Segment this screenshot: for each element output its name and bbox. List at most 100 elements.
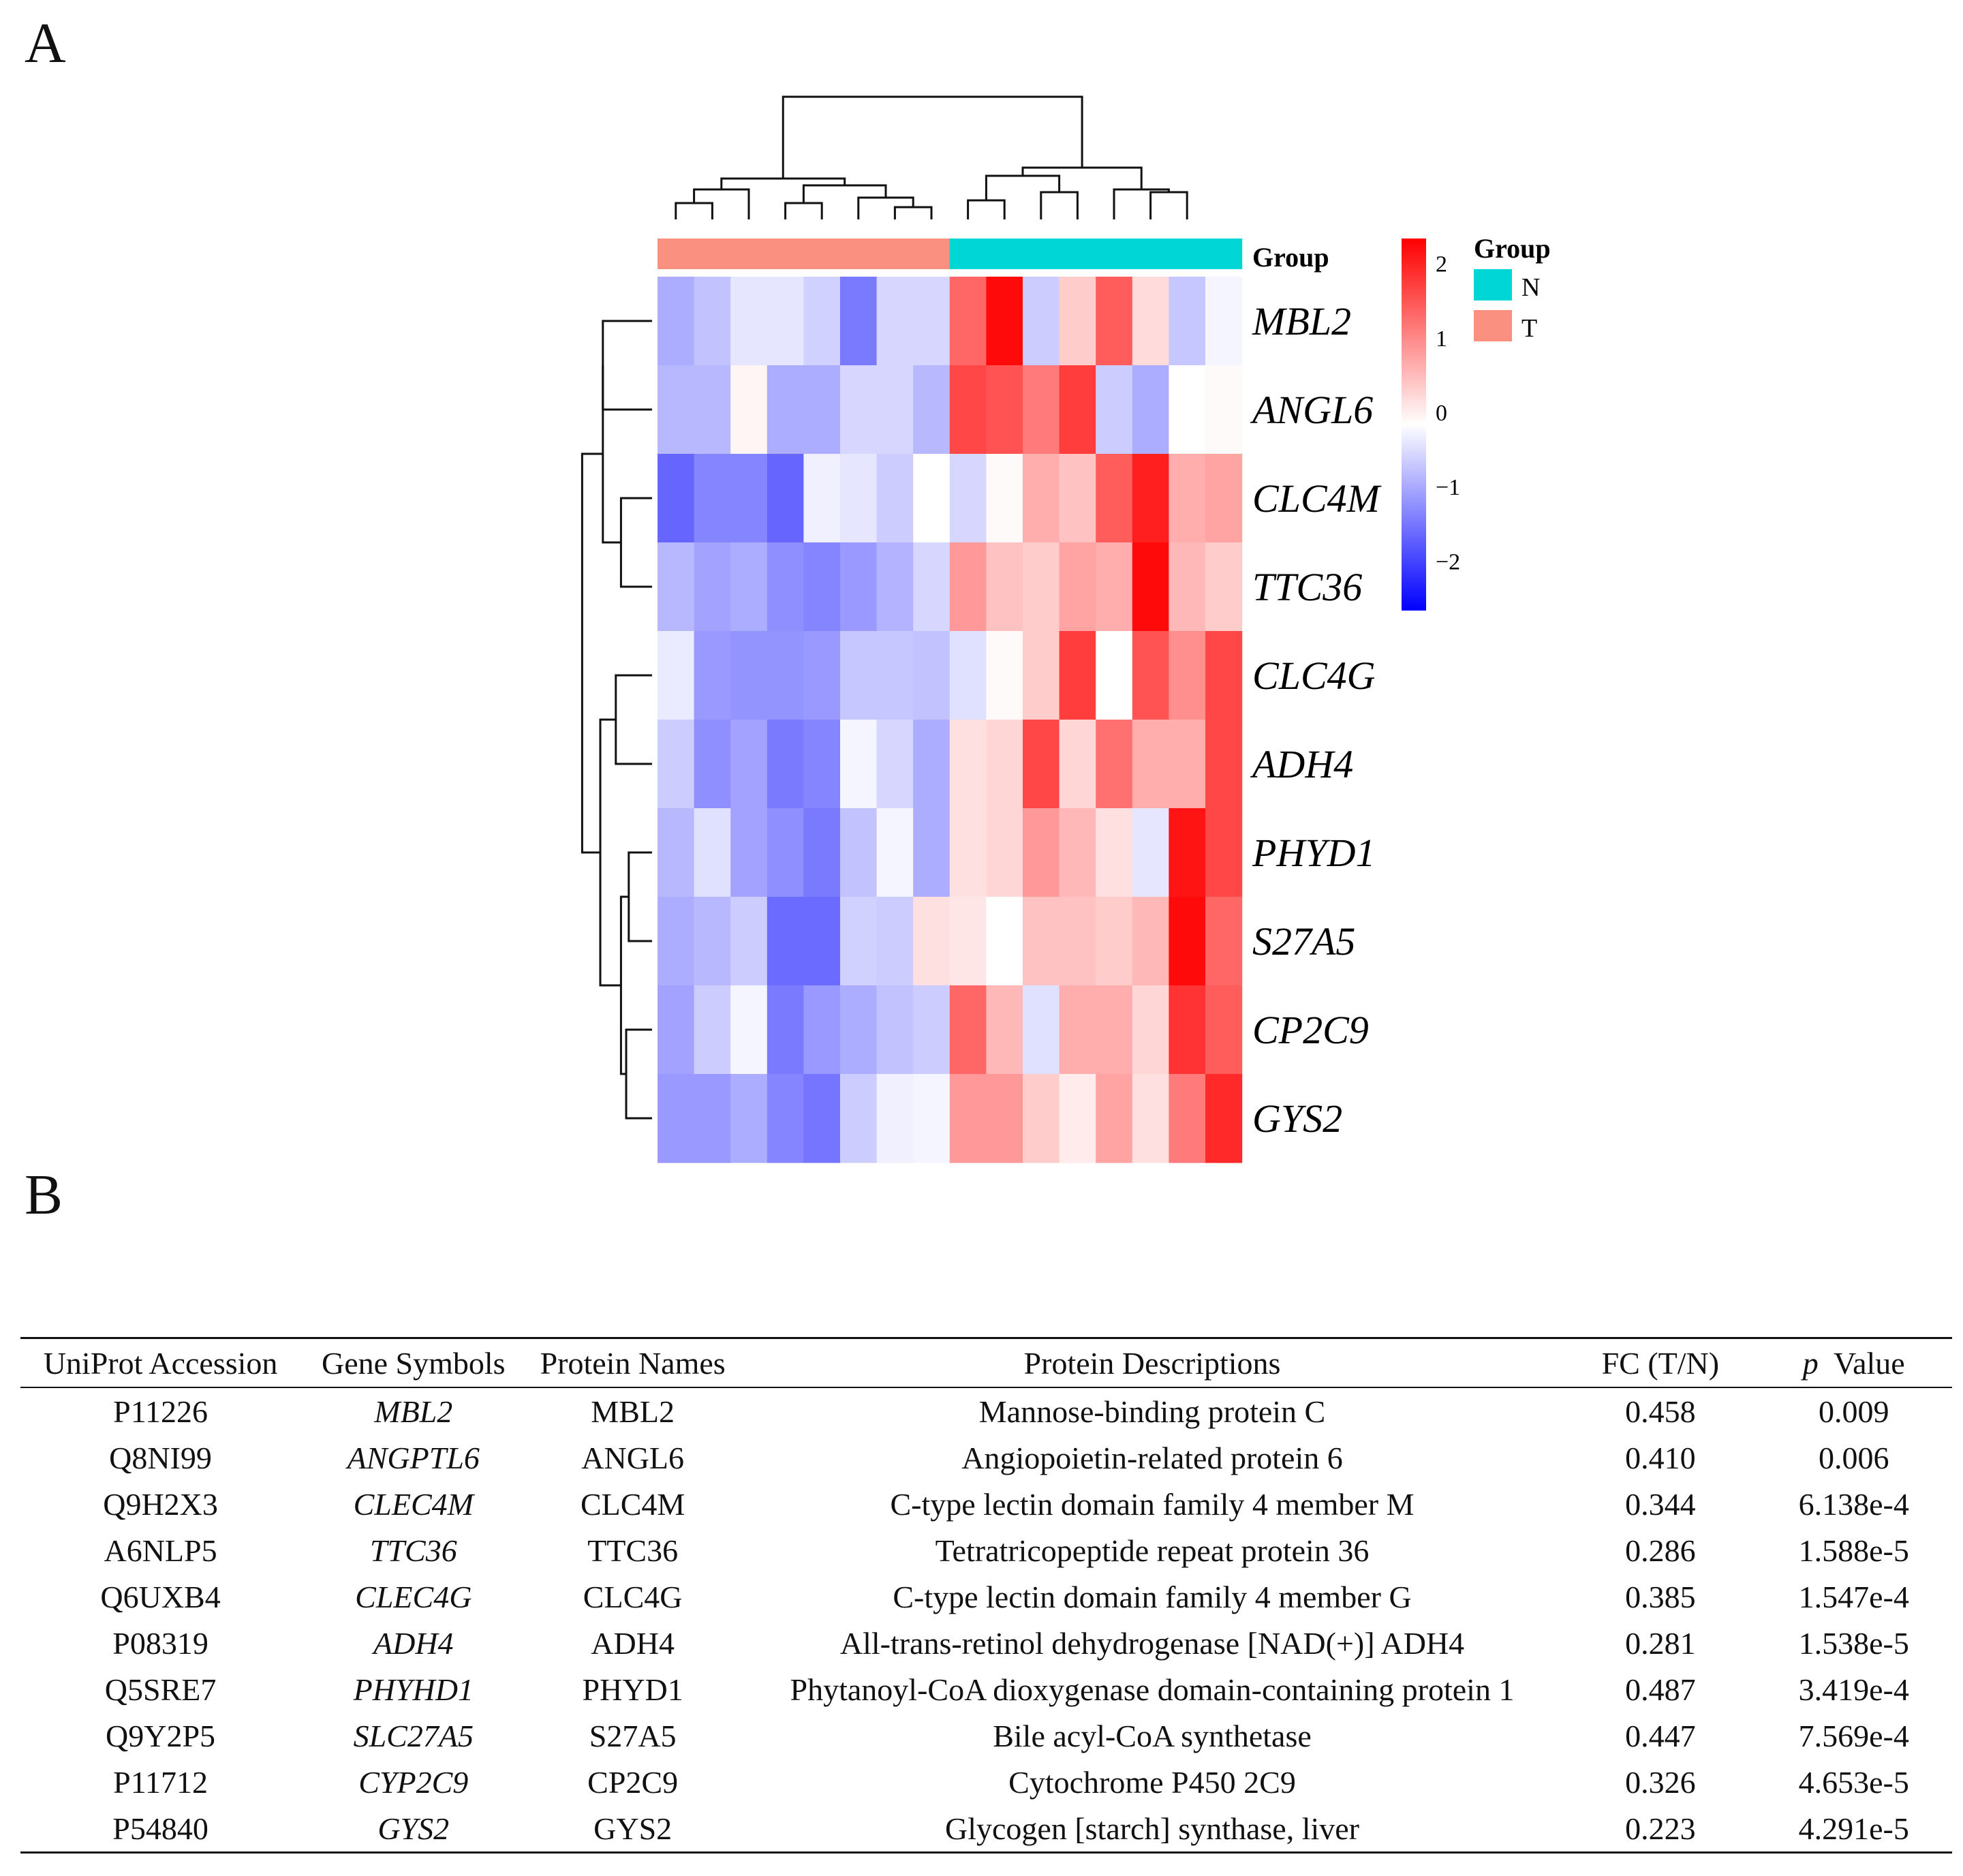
heatmap-cell <box>767 720 804 809</box>
cell-protein-name: CLC4G <box>583 1579 683 1614</box>
group-annotation-cell <box>1096 239 1133 269</box>
heatmap-cell <box>803 720 841 809</box>
dendrogram-branch <box>615 674 652 765</box>
dendrogram-branch <box>599 718 621 987</box>
cell-gene-symbol: PHYHD1 <box>353 1672 474 1707</box>
table-row: P54840 GYS2 GYS2 Glycogen [starch] synthase… <box>20 1805 1952 1854</box>
dendrogram-branch <box>1113 188 1170 219</box>
heatmap-cells <box>658 277 1243 1163</box>
heatmap-cell <box>1096 277 1133 366</box>
table-body: P11226 MBL2 MBL2 Mannose-binding protein C 0… <box>20 1387 1952 1854</box>
heatmap-cell <box>913 454 950 543</box>
heatmap-cell <box>730 1074 768 1163</box>
header-fc: FC (T/N) <box>1565 1337 1756 1388</box>
heatmap-cell <box>840 897 878 986</box>
heatmap-cell <box>1023 277 1060 366</box>
heatmap-cell <box>730 720 768 809</box>
cell-p-value: 4.653e-5 <box>1798 1764 1909 1800</box>
heatmap-cell <box>1132 808 1169 897</box>
heatmap-cell <box>1132 454 1169 543</box>
heatmap-cell <box>876 542 914 632</box>
heatmap-cell <box>1023 985 1060 1075</box>
heatmap-cell <box>913 720 950 809</box>
table-header-row: UniProt Accession Gene Symbols Protein N… <box>20 1337 1952 1388</box>
heatmap-cell <box>949 985 987 1075</box>
heatmap-cell <box>658 808 695 897</box>
cell-uniprot: Q9H2X3 <box>103 1486 218 1522</box>
cell-gene-symbol: CLEC4M <box>353 1486 474 1522</box>
header-uniprot: UniProt Accession <box>20 1337 301 1388</box>
group-annotation-cell <box>949 239 987 269</box>
heatmap-cell <box>694 985 731 1075</box>
heatmap-cell <box>1132 1074 1169 1163</box>
heatmap-cell <box>767 985 804 1075</box>
dendrogram-branch <box>675 202 713 219</box>
cell-fc: 0.344 <box>1625 1486 1696 1522</box>
heatmap-cell <box>803 277 841 366</box>
group-annotation-cell <box>913 239 950 269</box>
cell-protein-name: MBL2 <box>591 1394 675 1429</box>
heatmap-cell <box>949 631 987 720</box>
heatmap-cell <box>913 631 950 720</box>
cell-description: Angiopoietin-related protein 6 <box>961 1440 1343 1475</box>
heatmap-cell <box>913 277 950 366</box>
heatmap-cell <box>1059 808 1096 897</box>
heatmap-cell <box>1096 454 1133 543</box>
table-row: Q6UXB4 CLEC4G CLC4G C-type lectin domain fa… <box>20 1573 1952 1620</box>
heatmap-cell <box>1096 720 1133 809</box>
group-legend-title: Group <box>1474 233 1551 264</box>
heatmap-cell <box>1205 897 1243 986</box>
heatmap-cell <box>1059 1074 1096 1163</box>
cell-protein-name: ANGL6 <box>581 1440 685 1475</box>
cell-fc: 0.286 <box>1625 1533 1696 1568</box>
cell-fc: 0.458 <box>1625 1394 1696 1429</box>
cell-p-value: 3.419e-4 <box>1798 1672 1909 1707</box>
heatmap-cell <box>1169 631 1206 720</box>
color-scale-tick-label: 0 <box>1436 401 1447 426</box>
heatmap-cell <box>913 542 950 632</box>
dendrogram-branch <box>1021 166 1143 189</box>
legend-label-n: N <box>1521 273 1540 302</box>
group-annotation-label: Group <box>1252 242 1329 273</box>
column-dendrogram <box>675 95 1188 219</box>
heatmap-cell <box>1023 542 1060 632</box>
heatmap-cell <box>1096 631 1133 720</box>
heatmap-cell <box>876 897 914 986</box>
heatmap-cell <box>913 897 950 986</box>
heatmap-cell <box>694 720 731 809</box>
cell-p-value: 1.588e-5 <box>1798 1533 1909 1568</box>
dendrogram-branch <box>602 320 652 411</box>
cell-fc: 0.385 <box>1625 1579 1696 1614</box>
heatmap-cell <box>1132 985 1169 1075</box>
row-label: CLC4M <box>1252 476 1382 521</box>
protein-table: UniProt Accession Gene Symbols Protein N… <box>20 1337 1952 1854</box>
heatmap-cell <box>876 720 914 809</box>
heatmap-cell <box>694 277 731 366</box>
dendrogram-branch <box>893 206 933 219</box>
group-annotation-cell <box>986 239 1023 269</box>
heatmap-cell <box>840 631 878 720</box>
cell-protein-name: PHYD1 <box>582 1672 683 1707</box>
cell-protein-name: S27A5 <box>589 1718 677 1753</box>
heatmap-cell <box>1205 542 1243 632</box>
legend-label-t: T <box>1521 314 1537 343</box>
heatmap-cell <box>1096 897 1133 986</box>
dendrogram-branch <box>784 202 823 219</box>
heatmap-cell <box>803 542 841 632</box>
cell-description: C-type lectin domain family 4 member M <box>890 1486 1415 1522</box>
panel-label-b: B <box>25 1163 63 1227</box>
dendrogram-branch <box>628 851 652 942</box>
heatmap-cell <box>730 897 768 986</box>
table-row: Q9Y2P5 SLC27A5 S27A5 Bile acyl-CoA syntheta… <box>20 1712 1952 1759</box>
heatmap-cell <box>694 808 731 897</box>
table-row: Q8NI99 ANGPTL6 ANGL6 Angiopoietin-related p… <box>20 1434 1952 1481</box>
heatmap-cell <box>1132 365 1169 455</box>
heatmap-cell <box>986 1074 1023 1163</box>
heatmap-cell <box>913 985 950 1075</box>
heatmap-cell <box>1059 277 1096 366</box>
cell-protein-name: TTC36 <box>587 1533 679 1568</box>
row-dendrogram <box>581 320 652 1120</box>
heatmap-cell <box>949 1074 987 1163</box>
cell-uniprot: P54840 <box>20 1805 301 1854</box>
heatmap-cell <box>730 277 768 366</box>
